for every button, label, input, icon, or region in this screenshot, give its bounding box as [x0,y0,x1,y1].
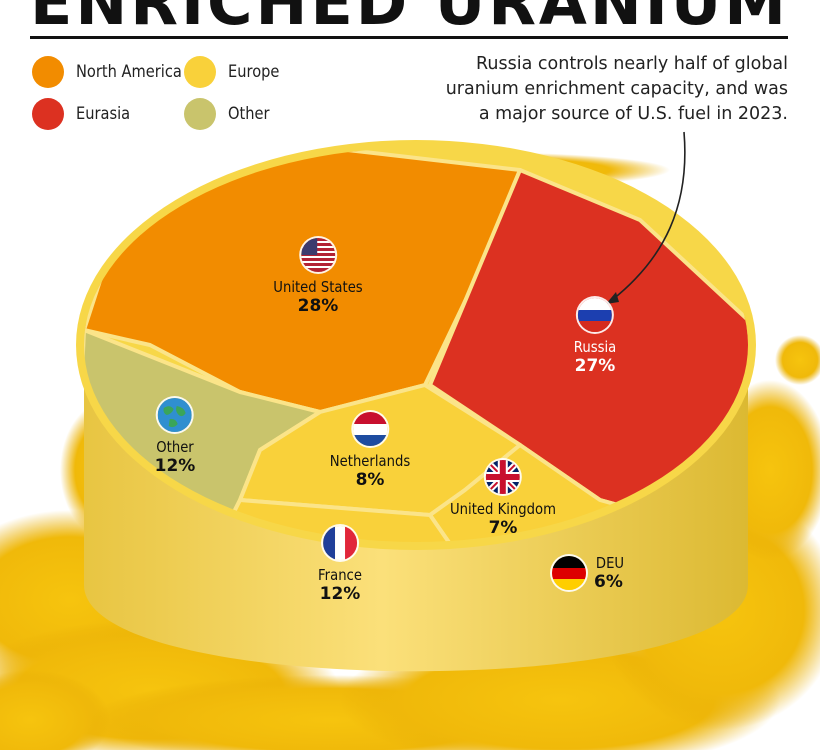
disc-side [84,345,748,672]
slice-label-united-states: United States 28% [267,238,369,316]
slice-percent: 28% [297,296,339,316]
uk-flag-icon [486,460,520,494]
slice-name: United States [273,278,363,296]
slice-percent: 27% [574,356,616,376]
annotation-line: a major source of U.S. fuel in 2023. [478,104,788,124]
powder-blob [600,490,820,730]
slice-name: France [318,566,362,584]
slice-percent: 12% [154,456,196,476]
powder-blob [0,670,110,750]
slice-name: United Kingdom [450,500,556,518]
slice-label-netherlands: Netherlands 8% [324,412,415,490]
pie-slice-other [84,328,322,542]
france-flag-icon [322,526,357,560]
slice-percent: 12% [319,584,361,604]
germany-flag-icon [552,556,586,590]
slice-name: Netherlands [329,452,411,470]
slice-percent: 6% [594,572,623,592]
pie-slice-deu [473,523,702,542]
powder-blob [340,630,780,750]
legend-item-north-america: North America [32,56,199,88]
legend-label: Eurasia [76,104,131,124]
us-flag-icon [300,238,335,272]
slice-label-other: Other 12% [154,398,197,476]
powder-blob [60,400,160,540]
russia-annotation: Russia controls nearly half of global ur… [388,52,788,127]
globe-icon [158,398,192,432]
legend-swatch-north-america [32,56,64,88]
powder-blob [270,152,670,188]
legend-swatch-europe [184,56,216,88]
slice-percent: 8% [355,470,385,490]
legend-item-other: Other [184,98,276,130]
powder-blob [0,620,340,750]
slice-name: Russia [573,338,617,356]
title-rule [30,36,788,39]
annotation-line: uranium enrichment capacity, and was [445,79,788,99]
powder-blob [0,510,200,690]
legend-label: Europe [228,62,280,82]
slice-percent: 7% [488,518,518,538]
powder-blob [775,335,820,385]
slice-label-united-kingdom: United Kingdom 7% [443,460,563,538]
legend-label: Other [228,104,270,124]
russia-flag-icon [578,298,612,332]
powder-blob [90,675,570,750]
annotation-arrow [611,131,686,301]
legend-swatch-eurasia [32,98,64,130]
legend-item-europe: Europe [184,56,288,88]
powder-blob [710,380,820,560]
slice-label-russia: Russia 27% [571,298,619,376]
netherlands-flag-icon [353,412,387,446]
slice-name: DEU [595,554,625,572]
legend-swatch-other [184,98,216,130]
legend-item-eurasia: Eurasia [32,98,139,130]
slice-label-france: France 12% [315,526,365,604]
legend-label: North America [76,62,182,82]
annotation-line: Russia controls nearly half of global [476,54,788,74]
disc-top-rim [76,140,756,550]
slice-name: Other [156,438,194,456]
page-title: ENRICHED URANIUM [30,0,789,39]
slice-label-deu: DEU 6% [552,554,626,592]
